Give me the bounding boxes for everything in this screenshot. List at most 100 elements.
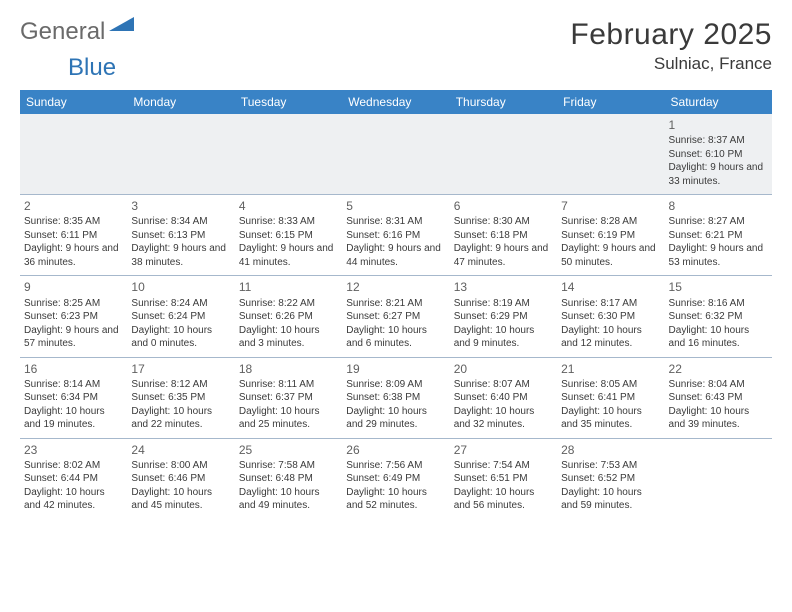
calendar-day-cell [665, 438, 772, 519]
calendar-page: General February 2025 Sulniac, France Bl… [0, 0, 792, 519]
day-number: 6 [454, 198, 553, 214]
calendar-day-cell: 27Sunrise: 7:54 AMSunset: 6:51 PMDayligh… [450, 438, 557, 519]
daylight-text: Daylight: 10 hours and 56 minutes. [454, 486, 553, 513]
calendar-day-cell: 2Sunrise: 8:35 AMSunset: 6:11 PMDaylight… [20, 195, 127, 276]
calendar-day-cell: 23Sunrise: 8:02 AMSunset: 6:44 PMDayligh… [20, 438, 127, 519]
daylight-text: Daylight: 10 hours and 0 minutes. [131, 324, 230, 351]
day-number: 14 [561, 279, 660, 295]
daylight-text: Daylight: 10 hours and 45 minutes. [131, 486, 230, 513]
sunset-text: Sunset: 6:10 PM [669, 148, 768, 162]
sunset-text: Sunset: 6:16 PM [346, 229, 445, 243]
daylight-text: Daylight: 10 hours and 52 minutes. [346, 486, 445, 513]
sunset-text: Sunset: 6:41 PM [561, 391, 660, 405]
day-number: 18 [239, 361, 338, 377]
sunrise-text: Sunrise: 8:02 AM [24, 459, 123, 473]
day-number: 25 [239, 442, 338, 458]
calendar-day-cell: 20Sunrise: 8:07 AMSunset: 6:40 PMDayligh… [450, 357, 557, 438]
logo-triangle-icon [109, 14, 135, 37]
day-number: 4 [239, 198, 338, 214]
daylight-text: Daylight: 9 hours and 41 minutes. [239, 242, 338, 269]
sunrise-text: Sunrise: 8:21 AM [346, 297, 445, 311]
calendar-table: Sunday Monday Tuesday Wednesday Thursday… [20, 90, 772, 519]
sunset-text: Sunset: 6:49 PM [346, 472, 445, 486]
day-number: 1 [669, 117, 768, 133]
weekday-header: Saturday [665, 90, 772, 114]
daylight-text: Daylight: 9 hours and 33 minutes. [669, 161, 768, 188]
day-number: 20 [454, 361, 553, 377]
day-number: 22 [669, 361, 768, 377]
sunrise-text: Sunrise: 8:17 AM [561, 297, 660, 311]
calendar-day-cell: 6Sunrise: 8:30 AMSunset: 6:18 PMDaylight… [450, 195, 557, 276]
sunset-text: Sunset: 6:26 PM [239, 310, 338, 324]
day-number: 21 [561, 361, 660, 377]
sunset-text: Sunset: 6:18 PM [454, 229, 553, 243]
daylight-text: Daylight: 10 hours and 49 minutes. [239, 486, 338, 513]
sunset-text: Sunset: 6:21 PM [669, 229, 768, 243]
sunrise-text: Sunrise: 8:09 AM [346, 378, 445, 392]
calendar-day-cell: 9Sunrise: 8:25 AMSunset: 6:23 PMDaylight… [20, 276, 127, 357]
calendar-day-cell: 16Sunrise: 8:14 AMSunset: 6:34 PMDayligh… [20, 357, 127, 438]
sunrise-text: Sunrise: 8:00 AM [131, 459, 230, 473]
calendar-day-cell: 5Sunrise: 8:31 AMSunset: 6:16 PMDaylight… [342, 195, 449, 276]
day-number: 13 [454, 279, 553, 295]
logo: General [20, 18, 135, 46]
day-number: 15 [669, 279, 768, 295]
day-number: 17 [131, 361, 230, 377]
calendar-day-cell: 26Sunrise: 7:56 AMSunset: 6:49 PMDayligh… [342, 438, 449, 519]
sunrise-text: Sunrise: 8:24 AM [131, 297, 230, 311]
calendar-day-cell [127, 114, 234, 195]
sunrise-text: Sunrise: 8:31 AM [346, 215, 445, 229]
calendar-day-cell: 24Sunrise: 8:00 AMSunset: 6:46 PMDayligh… [127, 438, 234, 519]
calendar-day-cell: 17Sunrise: 8:12 AMSunset: 6:35 PMDayligh… [127, 357, 234, 438]
daylight-text: Daylight: 10 hours and 19 minutes. [24, 405, 123, 432]
sunset-text: Sunset: 6:19 PM [561, 229, 660, 243]
sunset-text: Sunset: 6:51 PM [454, 472, 553, 486]
day-number: 23 [24, 442, 123, 458]
calendar-day-cell: 10Sunrise: 8:24 AMSunset: 6:24 PMDayligh… [127, 276, 234, 357]
day-number: 16 [24, 361, 123, 377]
sunset-text: Sunset: 6:38 PM [346, 391, 445, 405]
logo-blue-wrap: Blue [20, 54, 772, 82]
daylight-text: Daylight: 10 hours and 42 minutes. [24, 486, 123, 513]
weekday-header: Tuesday [235, 90, 342, 114]
sunset-text: Sunset: 6:23 PM [24, 310, 123, 324]
sunrise-text: Sunrise: 8:11 AM [239, 378, 338, 392]
daylight-text: Daylight: 9 hours and 36 minutes. [24, 242, 123, 269]
sunset-text: Sunset: 6:11 PM [24, 229, 123, 243]
sunrise-text: Sunrise: 8:33 AM [239, 215, 338, 229]
sunrise-text: Sunrise: 7:54 AM [454, 459, 553, 473]
sunrise-text: Sunrise: 8:27 AM [669, 215, 768, 229]
calendar-week-row: 16Sunrise: 8:14 AMSunset: 6:34 PMDayligh… [20, 357, 772, 438]
calendar-day-cell: 21Sunrise: 8:05 AMSunset: 6:41 PMDayligh… [557, 357, 664, 438]
calendar-day-cell: 1Sunrise: 8:37 AMSunset: 6:10 PMDaylight… [665, 114, 772, 195]
daylight-text: Daylight: 9 hours and 38 minutes. [131, 242, 230, 269]
sunrise-text: Sunrise: 8:28 AM [561, 215, 660, 229]
sunrise-text: Sunrise: 7:53 AM [561, 459, 660, 473]
day-number: 9 [24, 279, 123, 295]
sunset-text: Sunset: 6:24 PM [131, 310, 230, 324]
sunrise-text: Sunrise: 8:05 AM [561, 378, 660, 392]
calendar-day-cell [20, 114, 127, 195]
day-number: 27 [454, 442, 553, 458]
month-title: February 2025 [570, 18, 772, 52]
sunset-text: Sunset: 6:37 PM [239, 391, 338, 405]
logo-text-general: General [20, 18, 105, 46]
sunset-text: Sunset: 6:29 PM [454, 310, 553, 324]
sunrise-text: Sunrise: 8:07 AM [454, 378, 553, 392]
calendar-day-cell: 8Sunrise: 8:27 AMSunset: 6:21 PMDaylight… [665, 195, 772, 276]
sunset-text: Sunset: 6:43 PM [669, 391, 768, 405]
sunrise-text: Sunrise: 8:12 AM [131, 378, 230, 392]
daylight-text: Daylight: 9 hours and 53 minutes. [669, 242, 768, 269]
calendar-day-cell: 4Sunrise: 8:33 AMSunset: 6:15 PMDaylight… [235, 195, 342, 276]
calendar-day-cell: 3Sunrise: 8:34 AMSunset: 6:13 PMDaylight… [127, 195, 234, 276]
sunrise-text: Sunrise: 8:25 AM [24, 297, 123, 311]
daylight-text: Daylight: 10 hours and 12 minutes. [561, 324, 660, 351]
daylight-text: Daylight: 10 hours and 9 minutes. [454, 324, 553, 351]
day-number: 24 [131, 442, 230, 458]
sunset-text: Sunset: 6:30 PM [561, 310, 660, 324]
daylight-text: Daylight: 10 hours and 35 minutes. [561, 405, 660, 432]
daylight-text: Daylight: 10 hours and 16 minutes. [669, 324, 768, 351]
sunrise-text: Sunrise: 8:22 AM [239, 297, 338, 311]
calendar-week-row: 2Sunrise: 8:35 AMSunset: 6:11 PMDaylight… [20, 195, 772, 276]
calendar-day-cell: 11Sunrise: 8:22 AMSunset: 6:26 PMDayligh… [235, 276, 342, 357]
